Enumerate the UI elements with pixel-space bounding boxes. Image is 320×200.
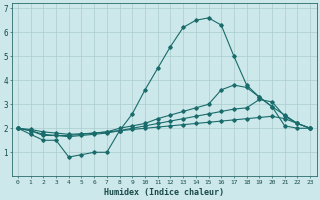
- X-axis label: Humidex (Indice chaleur): Humidex (Indice chaleur): [104, 188, 224, 197]
